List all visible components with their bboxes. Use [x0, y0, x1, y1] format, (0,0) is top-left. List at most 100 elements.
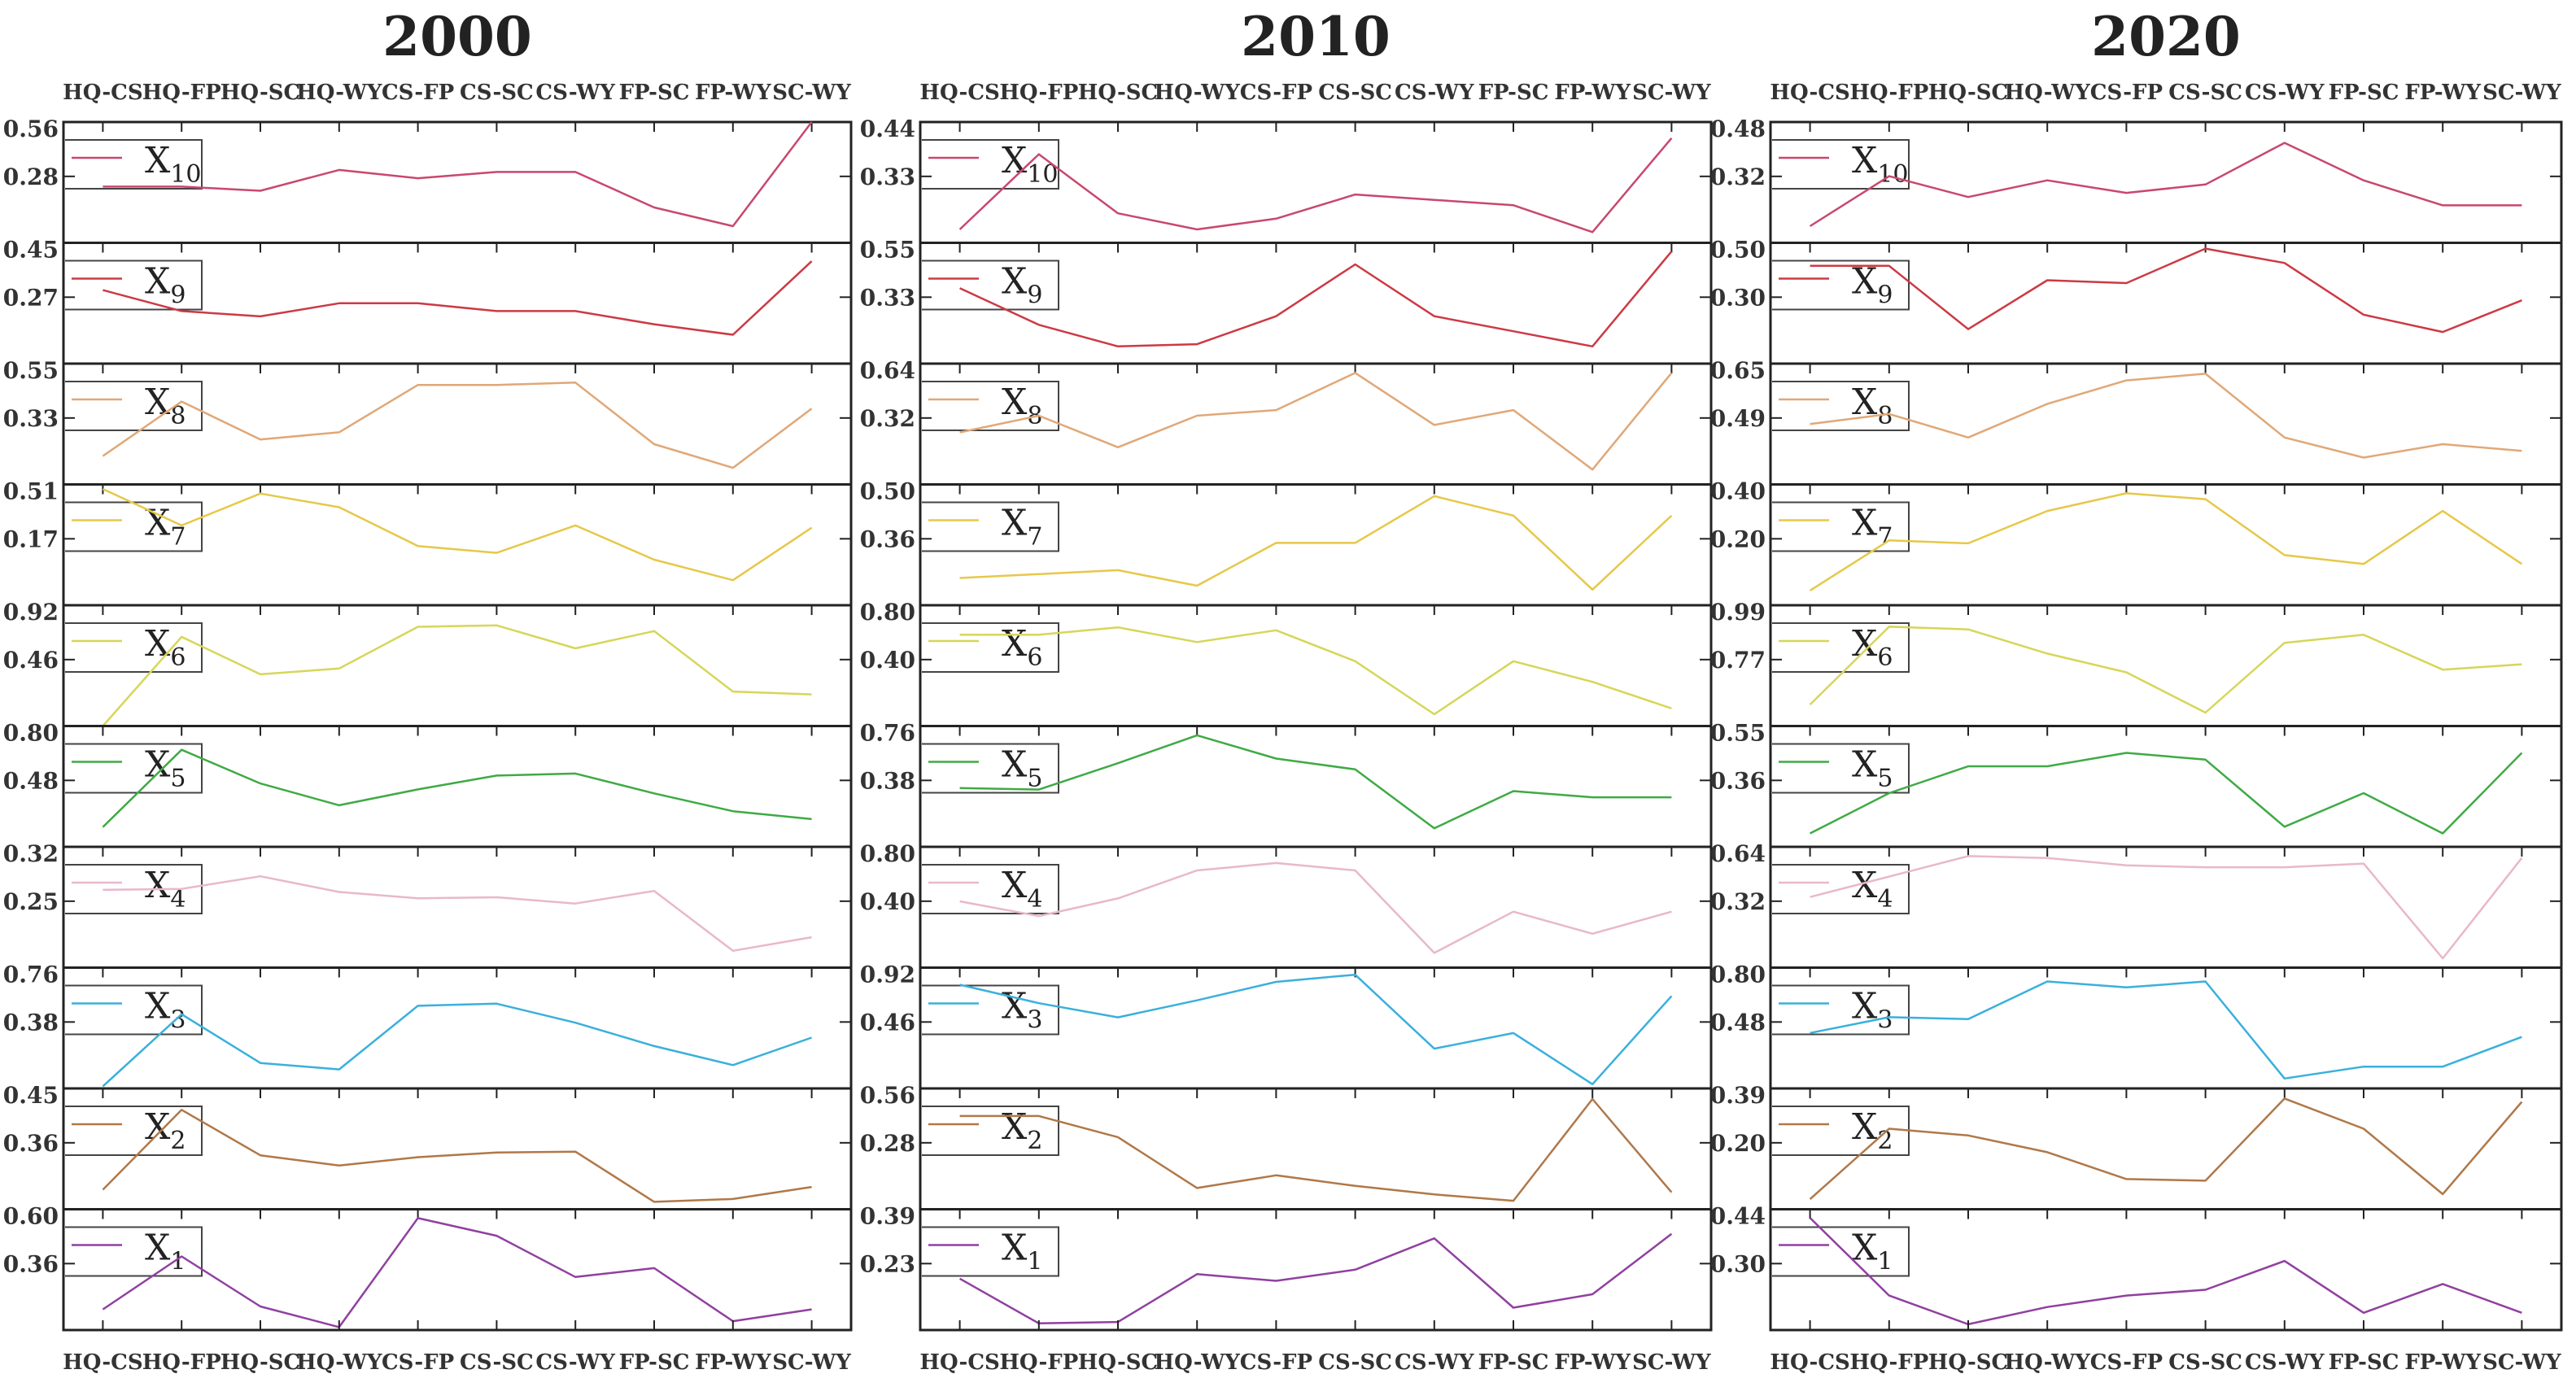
subplot-X9: 0.50 0.30 X9 [1710, 237, 2563, 365]
x-tick-label-top: HQ-FP [1849, 81, 1928, 105]
series-line-X5 [1810, 752, 2523, 835]
x-tick-label-bottom: CS-FP [1240, 1350, 1312, 1375]
y-tick-label: 0.32 [1710, 888, 1766, 915]
x-tick-label-top: HQ-WY [1155, 81, 1241, 105]
legend-label: X8 [145, 382, 186, 430]
series-line-X2 [102, 1109, 812, 1203]
x-tick-label-top: HQ-CS [63, 81, 142, 105]
legend-box [1772, 260, 1910, 311]
y-tick-label: 0.80 [860, 599, 915, 626]
subplot-X7: 0.40 0.20 X7 [1710, 478, 2563, 607]
x-tick-label-bottom: HQ-WY [2005, 1350, 2091, 1375]
y-tick-label: 0.48 [1710, 116, 1766, 142]
y-tick-label: 0.30 [1710, 284, 1766, 311]
y-tick-label: 0.36 [3, 1250, 59, 1277]
y-tick-label: 0.36 [1710, 767, 1766, 794]
subplot-X3: 0.92 0.46 X3 [860, 962, 1713, 1090]
y-tick-label: 0.64 [1710, 840, 1766, 867]
y-tick-label: 0.40 [1710, 478, 1766, 505]
x-tick-label-top: FP-SC [2329, 81, 2399, 105]
subplot-X1: 0.39 0.23 X1 [860, 1203, 1713, 1332]
legend-label: X3 [1852, 986, 1893, 1035]
y-tick-label: 0.56 [860, 1082, 915, 1109]
y-tick-label: 0.65 [1710, 357, 1766, 384]
legend-box [65, 260, 203, 311]
y-tick-label: 0.33 [3, 405, 59, 432]
series-line-X9 [1810, 247, 2522, 334]
legend-label: X5 [1002, 744, 1042, 793]
legend-label: X6 [1852, 623, 1893, 672]
x-tick-label-top: FP-WY [1554, 81, 1631, 105]
y-tick-label: 0.39 [860, 1203, 915, 1230]
y-tick-label: 0.32 [1710, 164, 1766, 190]
subplot-X7: 0.50 0.36 X7 [860, 478, 1713, 607]
y-tick-label: 0.76 [860, 720, 915, 747]
legend-box [922, 1106, 1059, 1156]
x-tick-label-top: CS-FP [382, 81, 454, 105]
series-line-X7 [1809, 492, 2523, 591]
subplot-frame [1769, 1208, 2563, 1332]
legend-box [922, 381, 1059, 431]
legend-box [65, 864, 203, 914]
x-tick-label-bottom: CS-FP [382, 1350, 454, 1375]
legend-box [922, 501, 1059, 552]
y-tick-label: 0.38 [860, 767, 915, 794]
x-tick-label-bottom: SC-WY [772, 1350, 851, 1375]
y-tick-label: 0.51 [3, 478, 59, 505]
legend-box [1772, 864, 1910, 914]
x-tick-label-bottom: CS-WY [535, 1350, 615, 1375]
legend-label: X7 [1002, 503, 1042, 552]
legend-label: X9 [1852, 261, 1893, 310]
x-tick-label-top: HQ-SC [1078, 81, 1158, 105]
subplot-X3: 0.80 0.48 X3 [1710, 962, 2563, 1090]
x-tick-label-bottom: HQ-SC [1928, 1350, 2008, 1375]
legend-box [922, 1226, 1059, 1277]
subplot-X10: 0.440.33 X10 [860, 116, 1713, 244]
legend-label: X8 [1002, 382, 1042, 430]
x-tick-label-bottom: HQ-FP [1849, 1350, 1928, 1375]
x-tick-label-bottom: FP-SC [2329, 1350, 2399, 1375]
legend-box [65, 381, 203, 431]
series-line-X8 [102, 382, 813, 469]
x-tick-label-top: SC-WY [1632, 81, 1711, 105]
series-line-X6 [959, 626, 1672, 716]
y-tick-label: 0.92 [860, 962, 915, 988]
x-tick-label-top: FP-SC [619, 81, 690, 105]
x-tick-label-top: HQ-SC [220, 81, 300, 105]
y-tick-label: 0.45 [3, 1082, 59, 1109]
y-tick-label: 0.23 [860, 1250, 915, 1277]
x-tick-label-bottom: HQ-CS [919, 1350, 999, 1375]
x-tick-label-top: CS-SC [2168, 81, 2242, 105]
x-tick-label-top: HQ-CS [919, 81, 999, 105]
y-tick-label: 0.55 [1710, 720, 1766, 747]
x-tick-label-top: HQ-CS [1770, 81, 1849, 105]
panel-2020: 2020HQ-CSHQ-CSHQ-FPHQ-FPHQ-SCHQ-SCHQ-WYH… [1710, 5, 2563, 1375]
legend-label: X7 [1852, 503, 1893, 552]
legend-box [922, 260, 1059, 311]
subplot-X6: 0.99 0.77 X6 [1710, 599, 2563, 727]
y-tick-label: 0.32 [860, 405, 915, 432]
series-line-X6 [1809, 626, 2522, 714]
series-line-X2 [959, 1097, 1673, 1202]
subplot-X1: 0.44 0.30 X1 [1710, 1203, 2563, 1332]
series-line-X10 [103, 121, 813, 228]
x-tick-label-bottom: HQ-FP [999, 1350, 1078, 1375]
series-line-X10 [958, 137, 1673, 233]
panel-title: 2020 [2091, 5, 2241, 68]
x-tick-label-bottom: CS-SC [460, 1350, 534, 1375]
subplot-frame [919, 1208, 1713, 1332]
legend-label: X6 [1002, 623, 1042, 672]
y-tick-label: 0.77 [1710, 647, 1766, 674]
subplot-X5: 0.55 0.36 X5 [1710, 720, 2563, 848]
x-tick-label-bottom: HQ-CS [1770, 1350, 1849, 1375]
series-line-X1 [102, 1217, 812, 1328]
x-tick-label-top: CS-FP [2090, 81, 2163, 105]
y-tick-label: 0.44 [1710, 1203, 1766, 1230]
x-tick-label-bottom: CS-SC [2168, 1350, 2242, 1375]
y-tick-label: 0.56 [3, 116, 59, 142]
subplot-X2: 0.45 0.36 X2 [3, 1082, 853, 1210]
legend-box [1772, 984, 1910, 1036]
legend-label: X2 [1002, 1106, 1042, 1155]
series-line-X9 [959, 251, 1673, 348]
